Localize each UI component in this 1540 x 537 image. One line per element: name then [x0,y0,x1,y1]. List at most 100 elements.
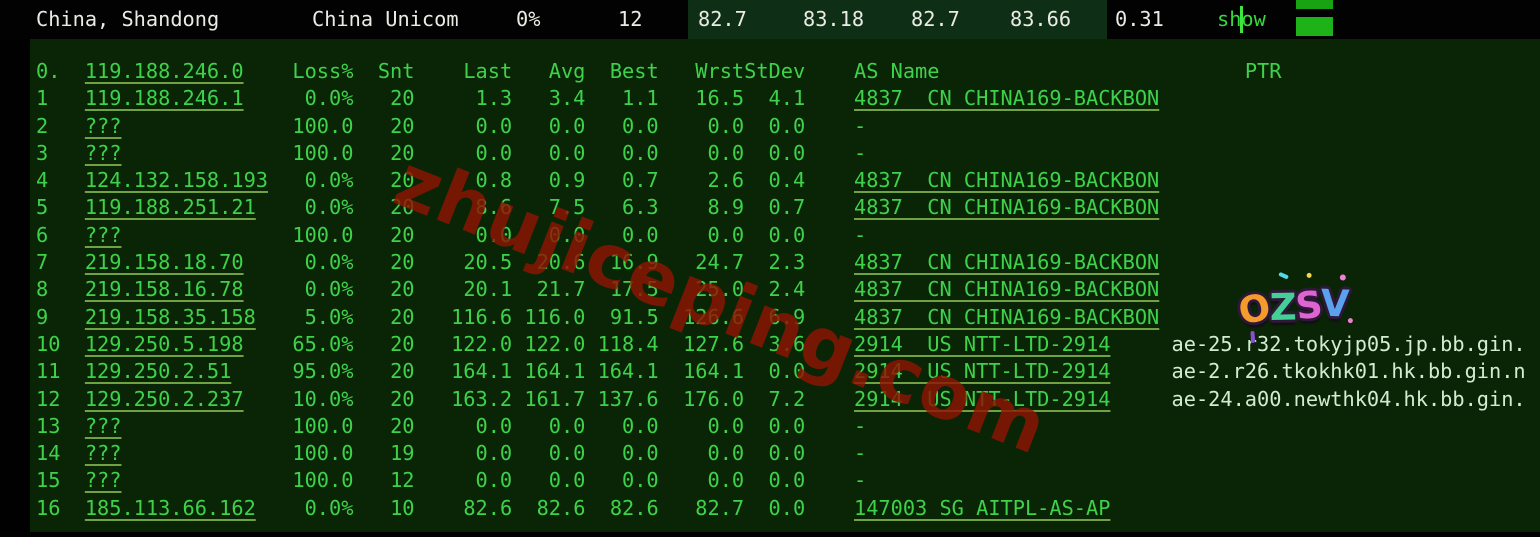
snt-cell: 20 [390,222,415,247]
host-link[interactable]: 219.158.18.70 [84,250,244,275]
snt-cell: 20 [390,140,415,165]
snt-cell: 20 [390,386,415,411]
last-cell: 164.1 [451,359,513,384]
host-link[interactable]: ??? [84,140,122,165]
host-field: 219.158.35.158 [85,304,293,331]
sticker-letter: Z [1269,285,1296,330]
best-cell: 17.5 [609,277,659,302]
last-cell: 20.1 [463,277,513,302]
avg-cell: 161.7 [524,386,586,411]
stdev-cell: 6.9 [768,304,806,329]
stdev-cell: 0.0 [768,441,806,466]
table-row: 16 185.113.66.162 0.0% 10 82.6 82.6 82.6 82.7 0.… [36,495,1540,522]
host-link[interactable]: 129.250.2.237 [84,386,244,411]
as-name-link[interactable]: 4837 CN CHINA169-BACKBON [854,195,1160,220]
host-field: ??? [85,222,293,249]
as-name-link[interactable]: 4837 CN CHINA169-BACKBON [854,86,1160,111]
loss-cell: 0.0% [304,277,354,302]
as-name: - [854,222,867,247]
as-name: - [854,113,867,138]
scrollbar-thumb-top[interactable] [1296,0,1333,9]
hop-number: 14 [36,441,61,466]
as-name: - [854,140,867,165]
ptr-value: ae-24.a00.newthk04.hk.bb.gin. [1171,386,1526,411]
snt-cell: 20 [390,195,415,220]
host-field: ??? [85,113,293,140]
table-row: 3??? 100.0 20 0.0 0.0 0.0 0.0 0.0 - [36,140,1540,167]
stdev-cell: 4.1 [768,86,806,111]
as-name-link[interactable]: 4837 CN CHINA169-BACKBON [854,277,1160,302]
last-cell: 0.0 [475,413,513,438]
as-name-link[interactable]: 2914 US NTT-LTD-2914 [854,331,1111,356]
table-row: 11 129.250.2.51 95.0% 20 164.1 164.1 164.1 164.… [36,358,1540,385]
hop-number: 9 [36,304,49,329]
hop-number: 2 [36,113,49,138]
table-row: 12 129.250.2.237 10.0% 20 163.2 161.7 137.6 176… [36,386,1540,413]
as-name-link[interactable]: 147003 SG AITPL-AS-AP [854,495,1111,520]
location-label: China, Shandong [36,7,220,31]
loss-cell: 0.0% [304,495,354,520]
host-link[interactable]: ??? [84,413,122,438]
avg-cell: 20.6 [536,250,586,275]
as-name-link[interactable]: 4837 CN CHINA169-BACKBON [854,250,1160,275]
hop-number: 11 [36,359,61,384]
loss-cell: 0.0% [304,86,354,111]
as-name-link[interactable]: 4837 CN CHINA169-BACKBON [854,168,1160,193]
host-link[interactable]: ??? [84,113,122,138]
table-row: 4 124.132.158.193 0.0% 20 0.8 0.9 0.7 2.6 0.4 483… [36,167,1540,194]
host-link[interactable]: 129.250.5.198 [84,331,244,356]
hop-number: 0. [36,59,61,83]
best-cell: 0.7 [622,168,659,193]
host-link[interactable]: 119.188.246.0 [84,59,244,83]
host-link[interactable]: 119.188.251.21 [84,195,256,220]
host-link[interactable]: 124.132.158.193 [84,168,268,193]
ozsv-sticker: OZSV [1235,271,1354,344]
avg-cell: Avg [548,59,586,83]
snt-cell: Snt [377,59,415,83]
wrst-cell: 0.0 [707,441,745,466]
as-name-link[interactable]: 2914 US NTT-LTD-2914 [854,359,1111,384]
last-cell: 20.5 [463,250,513,275]
as-name-link[interactable]: 2914 US NTT-LTD-2914 [854,386,1111,411]
wrst-cell: 2.6 [707,168,745,193]
best-cell: 0.0 [622,140,659,165]
sticker-letter: V [1320,281,1350,326]
snt-cell: 20 [390,113,415,138]
last-cell: 0.0 [475,222,513,247]
host-link[interactable]: 219.158.16.78 [84,277,244,302]
host-link[interactable]: 219.158.35.158 [84,304,256,329]
host-link[interactable]: ??? [84,222,122,247]
host-field: 219.158.18.70 [85,249,293,276]
scrollbar-thumb[interactable] [1296,17,1333,36]
wrst-cell: 24.7 [695,250,745,275]
best-cell: 0.0 [622,113,659,138]
last-cell: 8.6 [475,195,513,220]
hop-number: 3 [36,140,49,165]
stdev-cell: 0.0 [768,359,806,384]
as-name-link[interactable]: 4837 CN CHINA169-BACKBON [854,304,1160,329]
stat-wrst: 83.66 [1010,7,1072,31]
host-link[interactable]: ??? [84,468,122,493]
loss-cell: 0.0% [304,250,354,275]
stdev-cell: StDev [744,59,806,83]
loss-percent: 0% [516,7,541,31]
host-field: 124.132.158.193 [85,167,293,194]
left-margin-strip [0,39,30,537]
avg-cell: 82.6 [536,495,586,520]
avg-cell: 7.5 [548,195,586,220]
host-link[interactable]: 185.113.66.162 [84,495,256,520]
wrst-cell: 0.0 [707,468,745,493]
host-field: ??? [85,413,293,440]
host-link[interactable]: 129.250.2.51 [84,359,232,384]
table-row: 1 119.188.246.1 0.0% 20 1.3 3.4 1.1 16.5 4.1 4837… [36,85,1540,112]
host-link[interactable]: 119.188.246.1 [84,86,244,111]
snt-cell: 20 [390,331,415,356]
table-row: 9 219.158.35.158 5.0% 20 116.6 116.0 91.5 126.6… [36,304,1540,331]
loss-cell: 5.0% [304,304,354,329]
table-row: 13??? 100.0 20 0.0 0.0 0.0 0.0 0.0 - [36,413,1540,440]
hop-number: 10 [36,331,61,356]
host-link[interactable]: ??? [84,441,122,466]
loss-cell: 0.0% [304,195,354,220]
hop-number: 12 [36,386,61,411]
